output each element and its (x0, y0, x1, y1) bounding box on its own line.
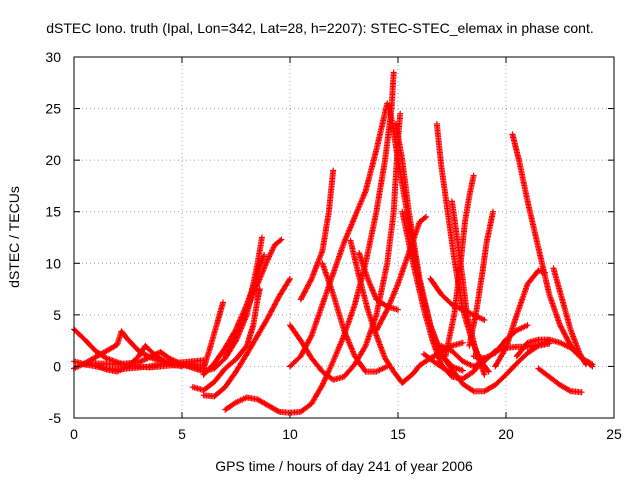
data-point-markers (392, 121, 553, 395)
series-19 (373, 213, 430, 334)
x-tick-label: 5 (178, 426, 186, 442)
series-18 (356, 250, 401, 313)
data-point-markers (319, 260, 391, 375)
series-9 (200, 275, 293, 400)
y-tick-label: 0 (53, 358, 61, 374)
plot-area (71, 69, 596, 416)
y-tick-label: -5 (49, 410, 62, 426)
y-tick-label: 25 (45, 101, 61, 117)
series-16 (392, 121, 553, 395)
x-tick-label: 0 (70, 426, 78, 442)
series-7 (200, 299, 226, 372)
data-point-markers (492, 267, 548, 370)
series-17 (347, 237, 466, 386)
y-tick-label: 20 (45, 152, 61, 168)
data-point-markers (297, 167, 337, 303)
axis-ticks: 0 5 10 15 20 25 -5 0 5 10 15 20 25 30 (45, 49, 622, 442)
data-point-markers (550, 265, 589, 368)
plot-frame (73, 56, 615, 419)
x-tick-label: 20 (498, 426, 514, 442)
series-30 (492, 267, 548, 370)
data-point-markers (189, 286, 263, 394)
data-point-markers (200, 275, 293, 400)
x-tick-label: 25 (606, 426, 622, 442)
series-32 (535, 365, 585, 396)
data-point-markers (373, 213, 430, 334)
x-axis-label: GPS time / hours of day 241 of year 2006 (215, 458, 473, 474)
series-11 (222, 69, 397, 416)
data-point-markers (509, 131, 596, 368)
data-point-markers (200, 299, 226, 372)
x-tick-label: 10 (282, 426, 298, 442)
y-tick-label: 30 (45, 49, 61, 65)
series-5 (81, 234, 265, 375)
series-13 (297, 167, 337, 303)
series-8 (222, 236, 285, 360)
y-tick-label: 15 (45, 204, 61, 220)
series-14 (319, 260, 391, 375)
data-point-markers (420, 351, 455, 377)
series-23 (420, 351, 455, 377)
series-10 (189, 286, 263, 394)
y-tick-label: 10 (45, 255, 61, 271)
data-point-markers (347, 237, 466, 386)
y-tick-label: 5 (53, 307, 61, 323)
series-31 (509, 131, 596, 368)
y-axis-label: dSTEC / TECUs (6, 186, 22, 288)
chart-title: dSTEC Iono. truth (Ipal, Lon=342, Lat=28… (46, 20, 593, 36)
x-tick-label: 15 (390, 426, 406, 442)
data-point-markers (222, 69, 397, 416)
data-point-markers (222, 236, 285, 360)
series-33 (550, 265, 589, 368)
data-point-markers (356, 250, 401, 313)
data-point-markers (535, 365, 585, 396)
data-point-markers (81, 234, 265, 375)
